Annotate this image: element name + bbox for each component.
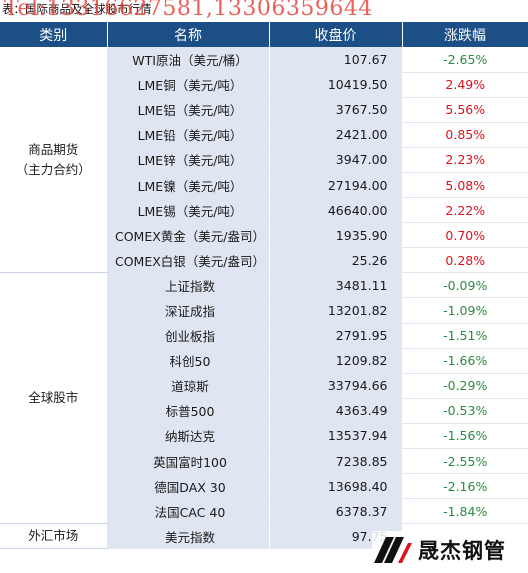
change-percent: 0.85% xyxy=(402,122,528,148)
table-row: LME铜（美元/吨） 10419.50 2.49% xyxy=(0,72,528,98)
closing-price: 33794.66 xyxy=(269,373,403,399)
change-percent: -1.84% xyxy=(402,498,528,525)
closing-price: 10419.50 xyxy=(269,72,403,98)
instrument-name: 道琼斯 xyxy=(107,373,270,399)
table-row: LME锌（美元/吨） 3947.00 2.23% xyxy=(0,147,528,173)
instrument-name: LME铝（美元/吨） xyxy=(107,97,270,123)
closing-price: 25.26 xyxy=(269,247,403,274)
closing-price: 6378.37 xyxy=(269,498,403,525)
closing-price: 3767.50 xyxy=(269,97,403,123)
table-row: 科创50 1209.82 -1.66% xyxy=(0,348,528,374)
category-cell: 外汇市场 xyxy=(0,523,108,550)
brand-name: 晟杰钢管 xyxy=(418,539,506,563)
instrument-name: LME铅（美元/吨） xyxy=(107,122,270,148)
instrument-name: 法国CAC 40 xyxy=(107,498,270,525)
closing-price: 7238.85 xyxy=(269,448,403,475)
table-row: 标普500 4363.49 -0.53% xyxy=(0,398,528,424)
table-row: 法国CAC 40 6378.37 -1.84% xyxy=(0,498,528,525)
header-change: 涨跌幅 xyxy=(402,22,528,47)
table-body: 商品期货 （主力合约） WTI原油（美元/桶） 107.67 -2.65% LME铜（美… xyxy=(0,47,528,550)
closing-price: 27194.00 xyxy=(269,172,403,199)
category-cell: 商品期货 （主力合约） xyxy=(0,47,108,274)
instrument-name: LME锌（美元/吨） xyxy=(107,147,270,173)
closing-price: 13537.94 xyxy=(269,423,403,450)
header-name: 名称 xyxy=(107,22,270,47)
closing-price: 13201.82 xyxy=(269,297,403,324)
instrument-name: LME锡（美元/吨） xyxy=(107,197,270,224)
closing-price: 107.67 xyxy=(269,47,403,73)
category-cell: 全球股市 xyxy=(0,272,108,525)
change-percent: -2.16% xyxy=(402,473,528,500)
table-caption: 表：国际商品及全球股市行情 xyxy=(2,2,152,16)
brand-logo: 晟杰钢管 xyxy=(372,531,528,569)
instrument-name: 上证指数 xyxy=(107,272,270,299)
closing-price: 3481.11 xyxy=(269,272,403,299)
table-row: COMEX黄金（美元/盎司） 1935.90 0.70% xyxy=(0,222,528,249)
instrument-name: 标普500 xyxy=(107,398,270,424)
table-row: LME锡（美元/吨） 46640.00 2.22% xyxy=(0,197,528,224)
change-percent: 2.22% xyxy=(402,197,528,224)
change-percent: -2.65% xyxy=(402,47,528,73)
table-row: 英国富时100 7238.85 -2.55% xyxy=(0,448,528,475)
closing-price: 4363.49 xyxy=(269,398,403,424)
closing-price: 46640.00 xyxy=(269,197,403,224)
table-row: COMEX白银（美元/盎司） 25.26 0.28% xyxy=(0,247,528,274)
closing-price: 13698.40 xyxy=(269,473,403,500)
closing-price: 2421.00 xyxy=(269,122,403,148)
instrument-name: 科创50 xyxy=(107,348,270,374)
table-row: 深证成指 13201.82 -1.09% xyxy=(0,297,528,324)
closing-price: 3947.00 xyxy=(269,147,403,173)
header-price: 收盘价 xyxy=(269,22,403,47)
change-percent: -0.53% xyxy=(402,398,528,424)
table-row: 创业板指 2791.95 -1.51% xyxy=(0,323,528,349)
table-row: LME镍（美元/吨） 27194.00 5.08% xyxy=(0,172,528,199)
phone-watermark: Tel:13316627581,13306359644 xyxy=(4,0,373,21)
market-quotes-table: 类别 名称 收盘价 涨跌幅 商品期货 （主力合约） WTI原油（美元/桶） 107.… xyxy=(0,22,528,550)
instrument-name: 美元指数 xyxy=(107,523,270,550)
change-percent: -1.56% xyxy=(402,423,528,450)
instrument-name: WTI原油（美元/桶） xyxy=(107,47,270,73)
change-percent: 0.70% xyxy=(402,222,528,249)
instrument-name: 纳斯达克 xyxy=(107,423,270,450)
change-percent: 2.49% xyxy=(402,72,528,98)
closing-price: 1209.82 xyxy=(269,348,403,374)
instrument-name: 创业板指 xyxy=(107,323,270,349)
closing-price: 1935.90 xyxy=(269,222,403,249)
instrument-name: LME镍（美元/吨） xyxy=(107,172,270,199)
table-row: 德国DAX 30 13698.40 -2.16% xyxy=(0,473,528,500)
instrument-name: 英国富时100 xyxy=(107,448,270,475)
table-row: LME铝（美元/吨） 3767.50 5.56% xyxy=(0,97,528,123)
change-percent: -1.51% xyxy=(402,323,528,349)
table-row: 全球股市 上证指数 3481.11 -0.09% xyxy=(0,272,528,525)
change-percent: 5.08% xyxy=(402,172,528,199)
table-row: 商品期货 （主力合约） WTI原油（美元/桶） 107.67 -2.65% xyxy=(0,47,528,274)
change-percent: -1.66% xyxy=(402,348,528,374)
header-category: 类别 xyxy=(0,22,108,47)
instrument-name: COMEX白银（美元/盎司） xyxy=(107,247,270,274)
instrument-name: 德国DAX 30 xyxy=(107,473,270,500)
sj-logo-icon xyxy=(374,537,412,563)
table-row: 道琼斯 33794.66 -0.29% xyxy=(0,373,528,399)
table-row: LME铅（美元/吨） 2421.00 0.85% xyxy=(0,122,528,148)
change-percent: 5.56% xyxy=(402,97,528,123)
change-percent: -0.09% xyxy=(402,272,528,299)
change-percent: -1.09% xyxy=(402,297,528,324)
closing-price: 2791.95 xyxy=(269,323,403,349)
table-row: 纳斯达克 13537.94 -1.56% xyxy=(0,423,528,450)
instrument-name: 深证成指 xyxy=(107,297,270,324)
change-percent: 2.23% xyxy=(402,147,528,173)
change-percent: 0.28% xyxy=(402,247,528,274)
instrument-name: COMEX黄金（美元/盎司） xyxy=(107,222,270,249)
change-percent: -2.55% xyxy=(402,448,528,475)
change-percent: -0.29% xyxy=(402,373,528,399)
instrument-name: LME铜（美元/吨） xyxy=(107,72,270,98)
table-header-row: 类别 名称 收盘价 涨跌幅 xyxy=(0,22,528,47)
